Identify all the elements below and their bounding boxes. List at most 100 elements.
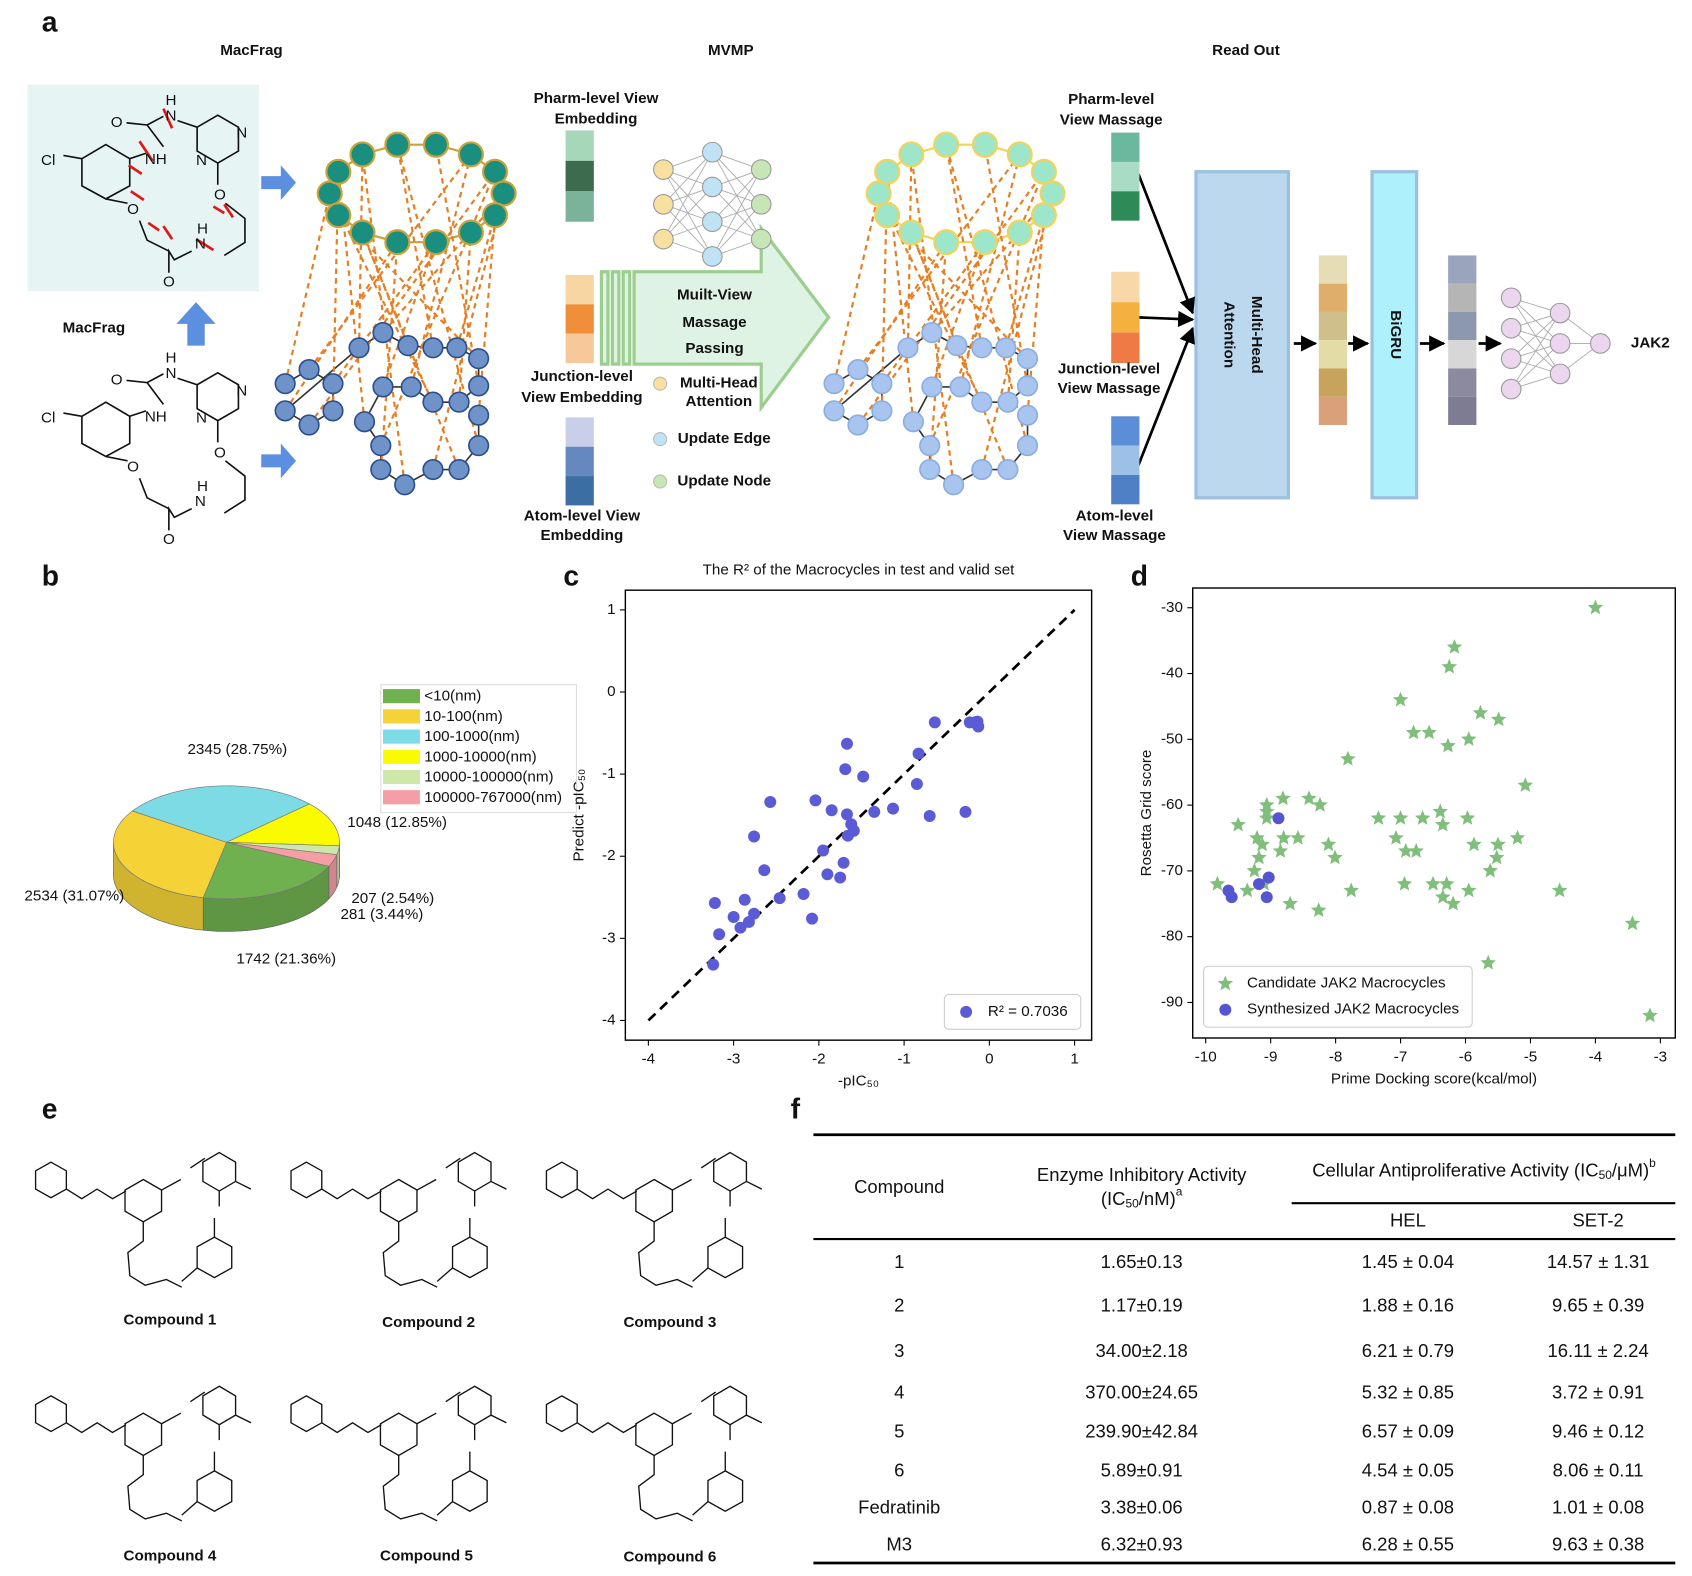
table-cell: 3.38±0.06 xyxy=(1101,1496,1183,1517)
graph-node xyxy=(1016,375,1039,397)
view-link xyxy=(959,154,1021,388)
legend-label: 10-100(nm) xyxy=(424,708,503,725)
net-edge xyxy=(711,169,762,223)
section-title: Read Out xyxy=(1212,42,1280,59)
graph-node xyxy=(971,337,993,359)
point xyxy=(1230,816,1246,832)
point xyxy=(1624,915,1641,931)
readout-vector xyxy=(1318,368,1348,397)
point xyxy=(748,907,761,920)
x-tick-label: -1 xyxy=(897,1051,911,1068)
graph-node xyxy=(349,219,376,246)
graph-node xyxy=(348,337,370,359)
graph-node xyxy=(298,358,320,381)
view-link xyxy=(434,144,480,387)
net-node xyxy=(1500,317,1522,339)
embedding-label: Embedding xyxy=(540,527,623,544)
output-label: JAK2 xyxy=(1631,334,1670,351)
point xyxy=(1251,849,1267,865)
panel-label: a xyxy=(42,5,58,37)
graph-node xyxy=(457,219,484,246)
y-tick-label: -50 xyxy=(1161,730,1183,747)
point xyxy=(1440,737,1456,753)
graph-node xyxy=(422,391,444,413)
atom-label: O xyxy=(111,371,123,388)
net-node xyxy=(750,228,772,250)
atom-label: Cl xyxy=(41,409,55,426)
point xyxy=(971,715,984,728)
point xyxy=(734,921,747,934)
point xyxy=(1460,731,1477,746)
x-tick-label: -4 xyxy=(1589,1049,1603,1066)
point xyxy=(839,763,852,776)
x-tick-label: -5 xyxy=(1524,1049,1538,1066)
view-link xyxy=(357,154,364,348)
graph-node xyxy=(971,391,993,413)
slice-label: 207 (2.54%) xyxy=(351,890,434,907)
point xyxy=(834,871,847,884)
net-edge xyxy=(1510,312,1561,390)
point xyxy=(1438,875,1455,891)
pie-slice xyxy=(131,785,311,843)
x-tick-label: -4 xyxy=(642,1051,656,1068)
atom-label: Cl xyxy=(41,152,55,169)
graph-node xyxy=(997,391,1019,413)
point xyxy=(1425,875,1441,891)
x-tick-label: 0 xyxy=(985,1051,993,1068)
graph-node xyxy=(943,474,965,496)
table-cell: 6.28 ± 0.55 xyxy=(1362,1533,1454,1554)
table-cell: 239.90±42.84 xyxy=(1085,1420,1198,1441)
message-label: View Massage xyxy=(1063,527,1166,544)
arrow xyxy=(261,165,297,200)
atom-label: N xyxy=(236,125,247,142)
graph-node xyxy=(353,411,376,433)
passing-label: Massage xyxy=(682,314,746,331)
legend-swatch xyxy=(382,689,420,704)
y-axis-label: Rosetta Grid score xyxy=(1138,750,1155,877)
graph-node xyxy=(898,141,925,168)
point xyxy=(1388,829,1404,845)
net-node xyxy=(1549,363,1571,385)
legend-label: Attention xyxy=(685,393,752,410)
graph-node xyxy=(971,458,993,481)
arrow xyxy=(261,443,297,479)
point xyxy=(928,716,941,729)
slice-label: 2534 (31.07%) xyxy=(24,888,124,905)
passing-label: Passing xyxy=(685,340,743,357)
legend-marker xyxy=(960,1005,973,1018)
readout-vector xyxy=(1448,311,1477,341)
y-tick-label: -70 xyxy=(1161,862,1183,879)
table-cell: 3 xyxy=(894,1340,904,1361)
graph-node xyxy=(394,474,416,496)
view-link xyxy=(1006,232,1021,403)
message xyxy=(1111,191,1140,221)
point xyxy=(1239,882,1255,898)
view-link xyxy=(930,241,986,388)
table-cell: 34.00±2.18 xyxy=(1095,1340,1187,1361)
point xyxy=(1434,889,1451,904)
legend-label: R² = 0.7036 xyxy=(988,1003,1068,1020)
point xyxy=(923,810,936,822)
graph-node xyxy=(865,180,892,207)
view-link xyxy=(945,144,983,348)
atom-label: NH xyxy=(145,408,167,425)
net-edge xyxy=(1510,343,1561,390)
point xyxy=(1551,882,1568,898)
table-header: Enzyme Inhibitory Activity xyxy=(1037,1164,1247,1185)
graph-node xyxy=(874,202,901,229)
y-tick-label: -60 xyxy=(1161,796,1183,813)
graph-node xyxy=(468,404,490,426)
atom-label: N xyxy=(166,107,177,124)
point xyxy=(1466,836,1482,852)
graph-node xyxy=(372,321,394,344)
point xyxy=(1405,724,1422,740)
embedding-label: Atom-level View xyxy=(524,507,640,524)
legend: R² = 0.7036 xyxy=(943,993,1082,1030)
graph-node xyxy=(274,400,296,422)
molecule xyxy=(63,371,246,531)
point xyxy=(748,830,761,843)
message xyxy=(1111,161,1140,192)
legend-label: <10(nm) xyxy=(424,688,481,705)
atom-label: H xyxy=(197,478,208,495)
